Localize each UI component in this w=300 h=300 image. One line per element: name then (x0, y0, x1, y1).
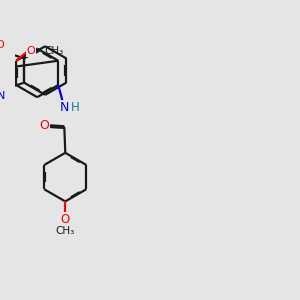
Text: O: O (0, 40, 4, 50)
Text: O: O (39, 119, 49, 132)
Text: CH₃: CH₃ (56, 226, 75, 236)
Text: O: O (27, 46, 35, 56)
Text: CH₃: CH₃ (44, 46, 64, 56)
Text: H: H (71, 101, 80, 114)
Text: O: O (61, 213, 70, 226)
Text: N: N (0, 91, 6, 101)
Text: N: N (60, 101, 69, 114)
